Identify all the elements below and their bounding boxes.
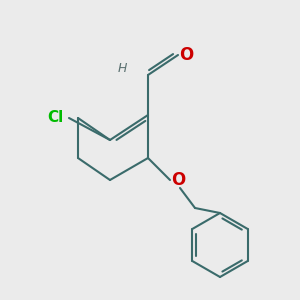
- Text: O: O: [171, 171, 185, 189]
- Text: H: H: [117, 61, 127, 74]
- Text: Cl: Cl: [47, 110, 63, 125]
- Text: O: O: [179, 46, 193, 64]
